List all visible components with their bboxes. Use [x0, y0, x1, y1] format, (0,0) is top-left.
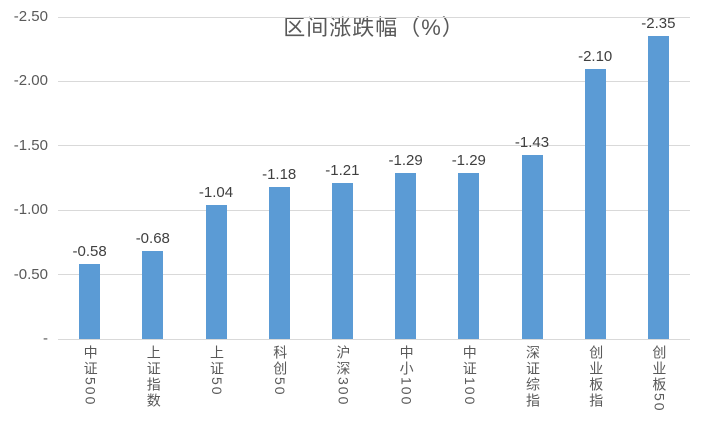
- data-label: -1.04: [198, 184, 234, 202]
- x-axis-category-label: 中证500: [82, 345, 99, 407]
- bar-上证指数: [142, 251, 164, 339]
- x-axis-category-label: 创业板指: [588, 345, 605, 409]
- gridline: [58, 209, 690, 211]
- bar-深证综指: [521, 154, 543, 339]
- x-axis-category-label: 科创50: [272, 345, 289, 397]
- bar-中证500: [79, 264, 101, 339]
- data-label: -1.21: [325, 162, 360, 180]
- data-label: -2.35: [641, 15, 676, 33]
- plot-area: [58, 16, 690, 340]
- bar-上证50: [205, 205, 227, 339]
- x-axis-category-label: 沪深300: [335, 345, 352, 407]
- x-axis-category-label: 上证50: [209, 345, 225, 397]
- gridline: [58, 274, 690, 276]
- data-label: -1.18: [262, 166, 297, 184]
- bar-沪深300: [331, 183, 353, 339]
- bar-创业板50: [647, 36, 669, 339]
- bar-中小100: [395, 172, 417, 339]
- data-label: -0.68: [135, 230, 170, 248]
- gridline: [58, 16, 690, 18]
- y-axis-tick-label: -0.50: [13, 265, 48, 283]
- x-axis-category-label: 中小100: [398, 345, 415, 407]
- x-axis-category-label: 上证指数: [145, 345, 162, 409]
- y-axis-tick-label: -1.50: [13, 136, 48, 154]
- y-axis-tick-label: -: [43, 330, 48, 347]
- y-axis-tick-label: -2.50: [13, 8, 48, 25]
- x-axis-category-label: 深证综指: [525, 345, 541, 409]
- data-label: -1.29: [451, 151, 486, 169]
- gridline: [58, 80, 690, 82]
- data-label: -1.43: [514, 133, 550, 151]
- bar-创业板指: [584, 68, 606, 339]
- x-axis-category-label: 中证100: [461, 345, 478, 407]
- x-axis-category-label: 创业板50: [651, 345, 668, 413]
- data-label: -1.29: [388, 151, 423, 169]
- data-label: -2.10: [578, 47, 613, 65]
- bar-科创50: [268, 187, 290, 339]
- chart-title: 区间涨跌幅（%）: [283, 15, 465, 40]
- gridline: [58, 145, 690, 147]
- y-axis-tick-label: -1.00: [13, 201, 48, 219]
- y-axis-tick-label: -2.00: [13, 72, 48, 90]
- bar-中证100: [458, 172, 480, 339]
- data-label: -0.58: [72, 243, 107, 261]
- x-axis-baseline: [58, 338, 690, 340]
